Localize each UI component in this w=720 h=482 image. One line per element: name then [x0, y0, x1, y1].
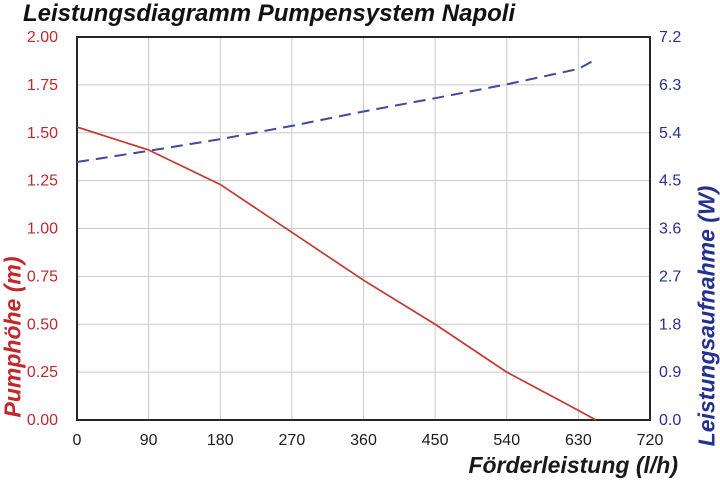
chart-title: Leistungsdiagramm Pumpensystem Napoli [23, 0, 516, 27]
right-tick-label: 5.4 [659, 125, 681, 142]
x-tick-label: 630 [565, 432, 592, 449]
left-tick-label: 0.00 [27, 412, 58, 429]
x-tick-label: 90 [140, 432, 158, 449]
right-tick-label: 1.8 [659, 316, 681, 333]
left-tick-label: 0.50 [27, 316, 58, 333]
power-consumption-curve [76, 58, 597, 163]
x-tick-label: 720 [637, 432, 664, 449]
left-tick-label: 2.00 [27, 29, 58, 46]
right-tick-label: 4.5 [659, 173, 681, 190]
right-tick-label: 6.3 [659, 77, 681, 94]
x-tick-label: 0 [73, 432, 82, 449]
right-tick-label: 0.9 [659, 364, 681, 381]
x-axis-title: Förderleistung (l/h) [468, 452, 678, 478]
left-tick-label: 1.75 [27, 77, 58, 94]
left-tick-label: 1.50 [27, 125, 58, 142]
right-tick-label: 0.0 [659, 412, 681, 429]
pump-head-curve [76, 126, 597, 421]
x-tick-label: 180 [207, 432, 234, 449]
left-tick-label: 0.25 [27, 364, 58, 381]
left-tick-label: 0.75 [27, 268, 58, 285]
right-tick-label: 3.6 [659, 221, 681, 238]
x-tick-label: 360 [350, 432, 377, 449]
right-tick-label: 2.7 [659, 268, 681, 285]
plot-frame [76, 36, 651, 421]
left-tick-label: 1.00 [27, 221, 58, 238]
x-tick-label: 270 [279, 432, 306, 449]
x-tick-label: 540 [493, 432, 520, 449]
right-tick-label: 7.2 [659, 29, 681, 46]
left-tick-label: 1.25 [27, 173, 58, 190]
x-tick-label: 450 [422, 432, 449, 449]
